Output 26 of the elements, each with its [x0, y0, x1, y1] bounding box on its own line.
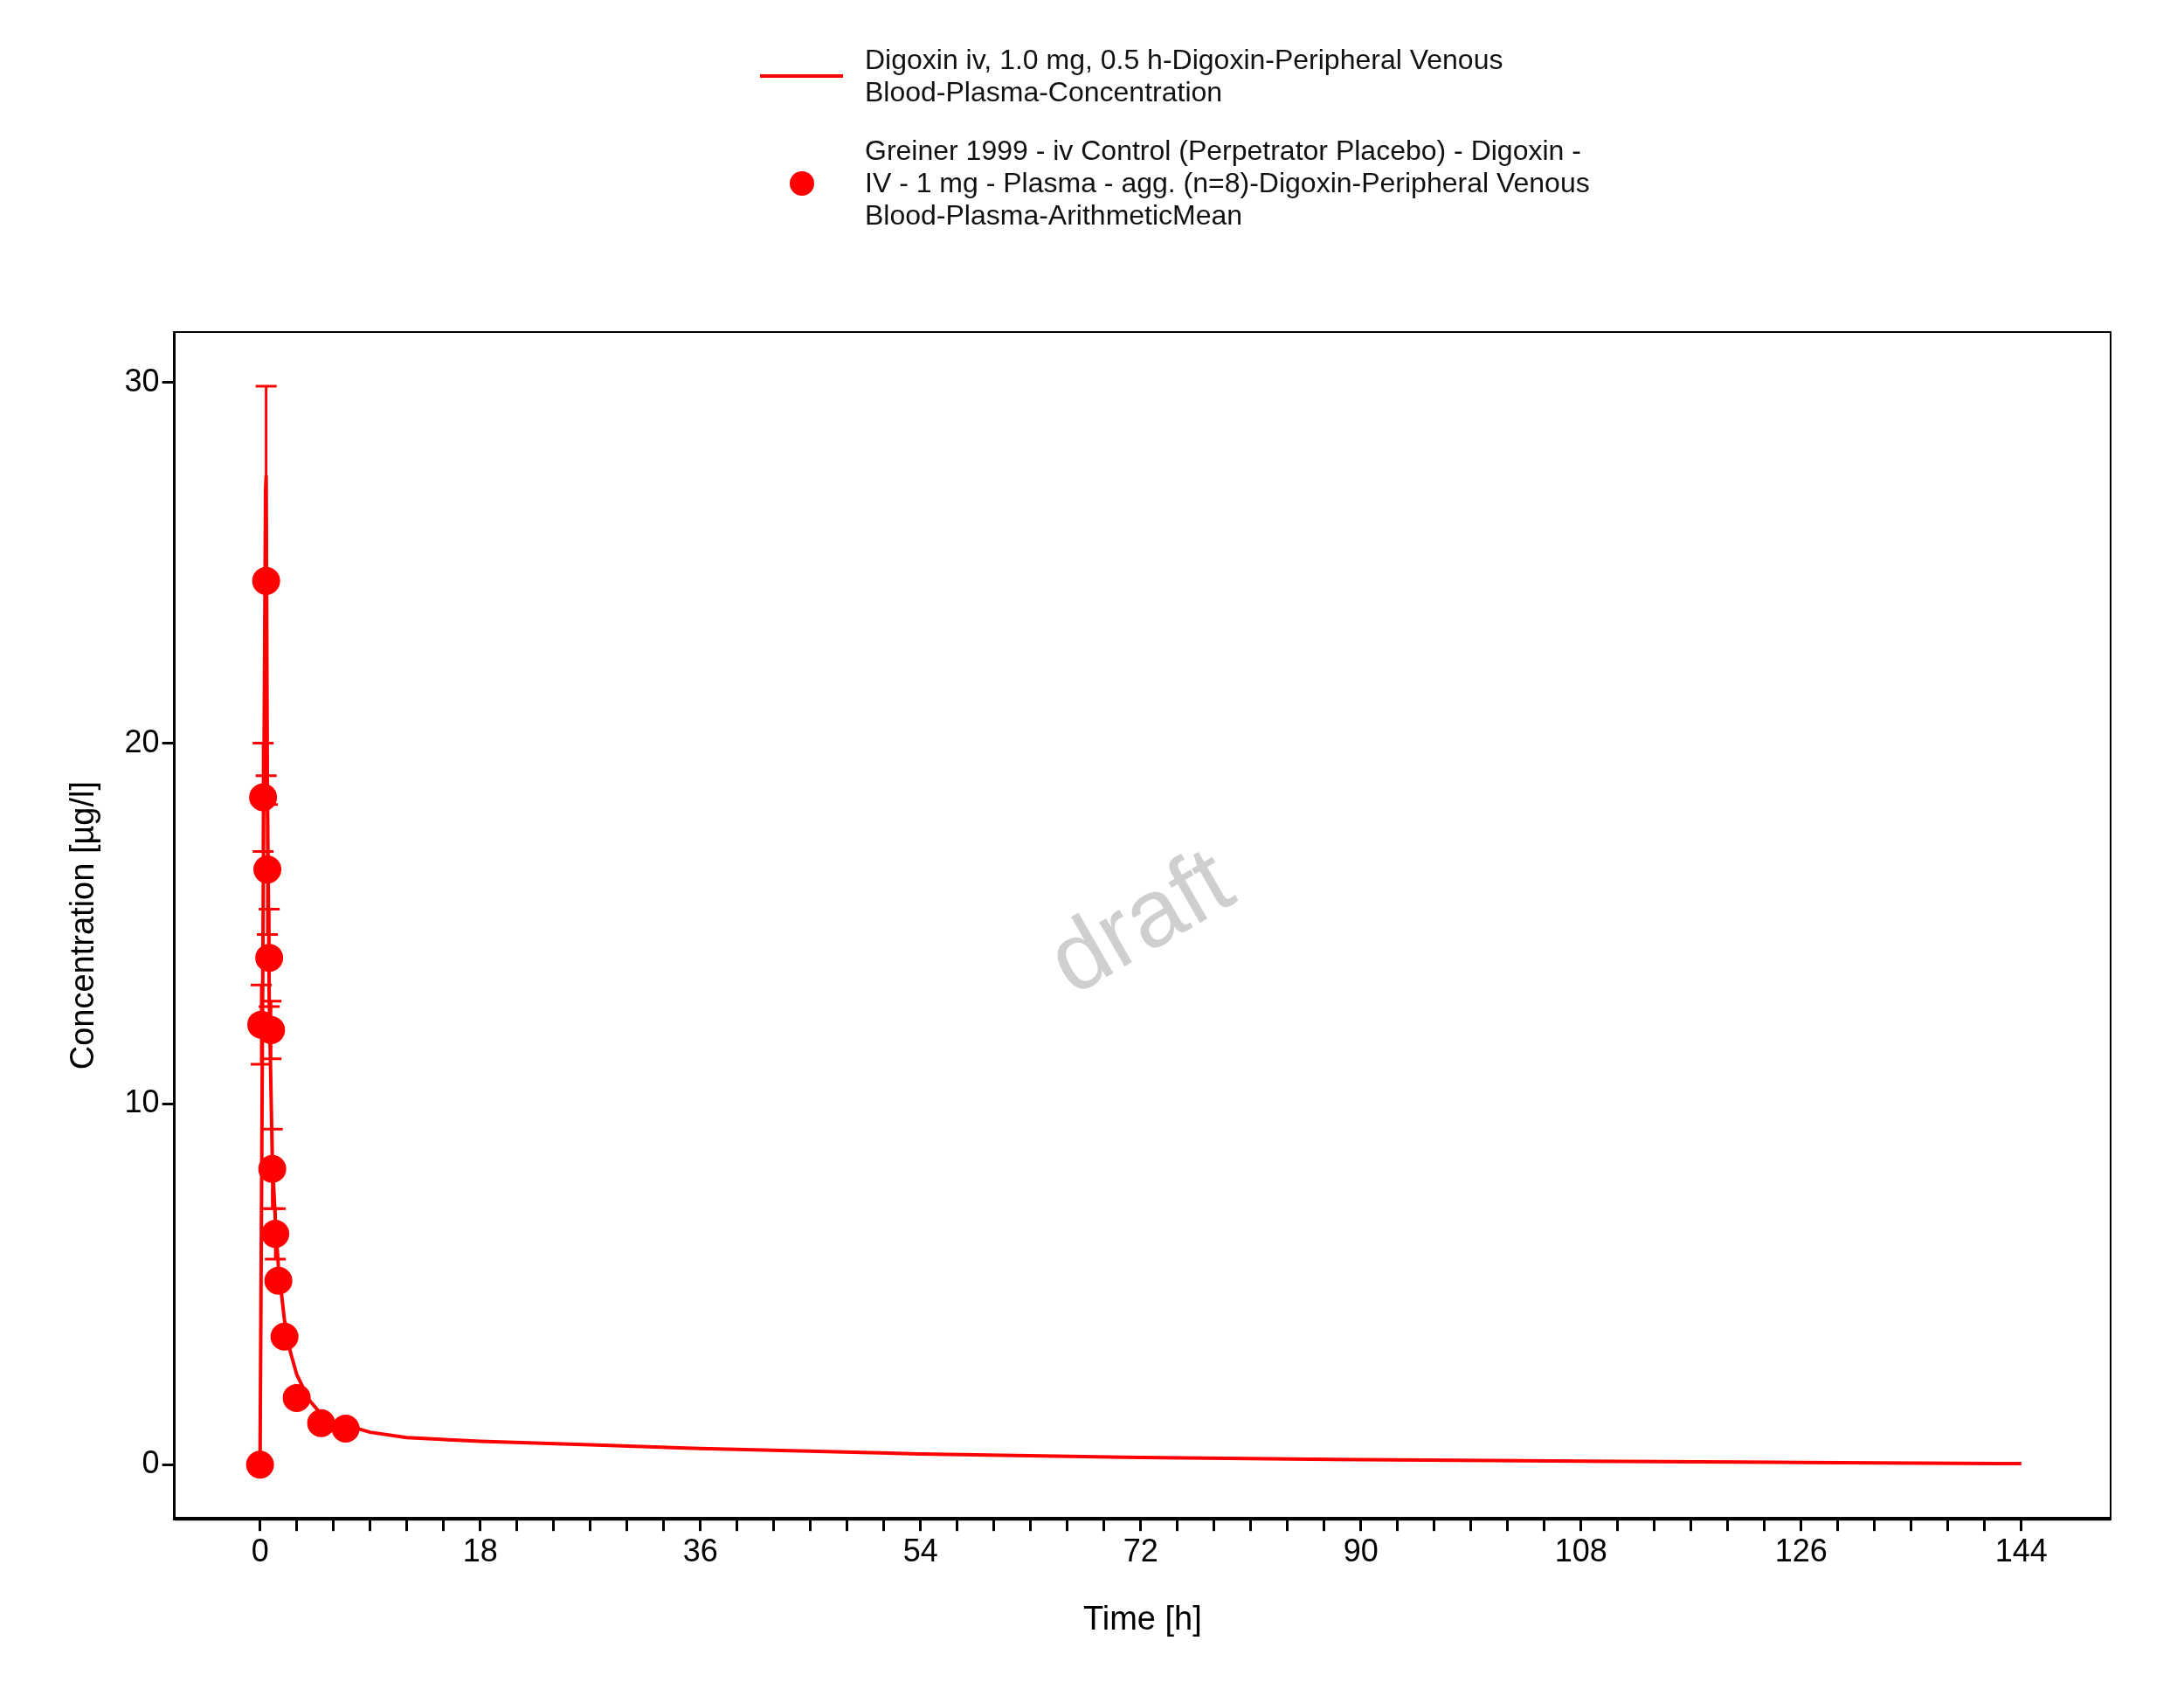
x-tick-label: 108: [1554, 1532, 1607, 1568]
x-tick-label: 18: [462, 1532, 498, 1568]
point: [307, 1409, 335, 1437]
y-tick-label: 20: [124, 723, 160, 759]
x-tick-label: 72: [1123, 1532, 1158, 1568]
point: [264, 1266, 293, 1295]
y-tick-label: 0: [142, 1444, 160, 1481]
point: [282, 1383, 311, 1412]
x-tick-label: 90: [1343, 1532, 1379, 1568]
point: [270, 1322, 299, 1351]
point: [331, 1414, 360, 1443]
point: [253, 855, 282, 884]
y-tick-label: 30: [124, 362, 160, 398]
legend-label: Digoxin iv, 1.0 mg, 0.5 h-Digoxin-Peripheral Venous Blood-Plasma-Concentration: [865, 44, 1504, 108]
legend-label: Greiner 1999 - iv Control (Perpetrator Placebo) - Digoxin - IV - 1 mg - Plasma - agg. (n=8)-Digoxin-Peripheral Venous Blood-Plasma-ArithmeticMean: [865, 135, 1590, 232]
point: [245, 1450, 274, 1479]
y-tick-label: 10: [124, 1083, 160, 1120]
x-axis-title: Time [h]: [1082, 1599, 1202, 1637]
x-tick-label: 126: [1774, 1532, 1828, 1568]
y-axis-title: Concentration [µg/l]: [64, 780, 101, 1070]
x-tick-label: 0: [251, 1532, 269, 1568]
point: [261, 1220, 290, 1249]
x-tick-label: 144: [1994, 1532, 2048, 1568]
x-tick-label: 36: [682, 1532, 718, 1568]
point: [255, 944, 284, 973]
x-tick-label: 54: [902, 1532, 938, 1568]
